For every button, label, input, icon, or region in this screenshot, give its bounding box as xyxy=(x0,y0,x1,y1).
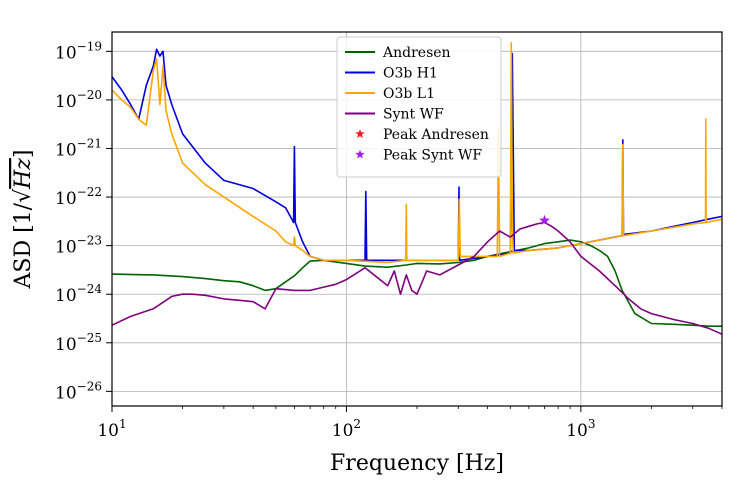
legend-label: Synt WF xyxy=(383,107,444,123)
legend: Andresen O3b H1 O3b L1 Synt WF Peak Andresen… xyxy=(336,36,502,178)
y-tick-exponent: −20 xyxy=(77,88,102,102)
y-axis-label-prefix: ASD [1/ xyxy=(11,202,36,289)
x-tick-base: 10 xyxy=(97,421,119,441)
peaks-layer xyxy=(539,215,550,225)
y-tick-base: 10 xyxy=(55,189,77,209)
y-tick-exponent: −19 xyxy=(77,39,102,53)
y-tick-label: 10−20 xyxy=(55,88,102,112)
x-axis-label: Frequency [Hz] xyxy=(330,451,504,476)
legend-label: Peak Synt WF xyxy=(383,148,482,164)
x-tick-label: 101 xyxy=(97,417,126,441)
y-tick-base: 10 xyxy=(55,383,77,403)
y-tick-label: 10−24 xyxy=(55,282,102,306)
sqrt-sign: √ xyxy=(11,188,36,203)
peak-marker-peak-synt-wf xyxy=(539,215,550,225)
x-tick-label: 102 xyxy=(332,417,361,441)
y-tick-label: 10−22 xyxy=(55,185,102,209)
legend-label: O3b L1 xyxy=(383,86,435,102)
series-layer xyxy=(111,41,723,335)
legend-star xyxy=(355,129,365,138)
series-line-o3b-l1 xyxy=(111,41,723,264)
x-tick-exponent: 1 xyxy=(119,417,127,431)
x-tick-base: 10 xyxy=(332,421,354,441)
y-tick-label: 10−23 xyxy=(55,234,102,258)
y-tick-base: 10 xyxy=(55,140,77,160)
y-tick-base: 10 xyxy=(55,43,77,63)
series-line-synt-wf xyxy=(111,221,723,335)
legend-box xyxy=(336,36,502,178)
x-tick-exponent: 2 xyxy=(353,417,361,431)
y-tick-exponent: −22 xyxy=(77,185,102,199)
legend-label: O3b H1 xyxy=(383,66,438,82)
y-tick-exponent: −26 xyxy=(77,379,102,393)
ticks: 101 102 10310−1910−2010−2110−2210−2310−241… xyxy=(55,39,723,441)
legend-label: Andresen xyxy=(382,45,451,61)
svg-text:ASD [1/√Hz]: ASD [1/√Hz] xyxy=(11,150,36,290)
y-tick-base: 10 xyxy=(55,238,77,258)
series-line-andresen xyxy=(111,239,722,328)
grid xyxy=(111,32,722,406)
y-tick-label: 10−26 xyxy=(55,379,102,403)
y-tick-base: 10 xyxy=(55,335,77,355)
y-tick-exponent: −23 xyxy=(77,234,102,248)
y-tick-label: 10−25 xyxy=(55,331,102,355)
y-tick-label: 10−21 xyxy=(55,136,102,160)
y-tick-exponent: −21 xyxy=(77,136,102,150)
y-tick-exponent: −24 xyxy=(77,282,103,296)
x-tick-exponent: 3 xyxy=(588,417,596,431)
x-tick-base: 10 xyxy=(566,421,588,441)
y-tick-exponent: −25 xyxy=(77,331,102,345)
legend-label: Peak Andresen xyxy=(383,127,489,143)
y-axis-label-suffix: ] xyxy=(11,150,36,159)
y-tick-label: 10−19 xyxy=(55,39,102,63)
legend-star xyxy=(355,149,365,159)
y-tick-base: 10 xyxy=(55,92,77,112)
y-tick-base: 10 xyxy=(55,286,77,306)
y-axis-label-root: Hz xyxy=(11,158,36,190)
y-axis-label: ASD [1/√Hz] xyxy=(11,150,36,290)
x-tick-label: 103 xyxy=(566,417,595,441)
legend-items: Andresen O3b H1 O3b L1 Synt WF Peak Andresen… xyxy=(345,45,489,164)
